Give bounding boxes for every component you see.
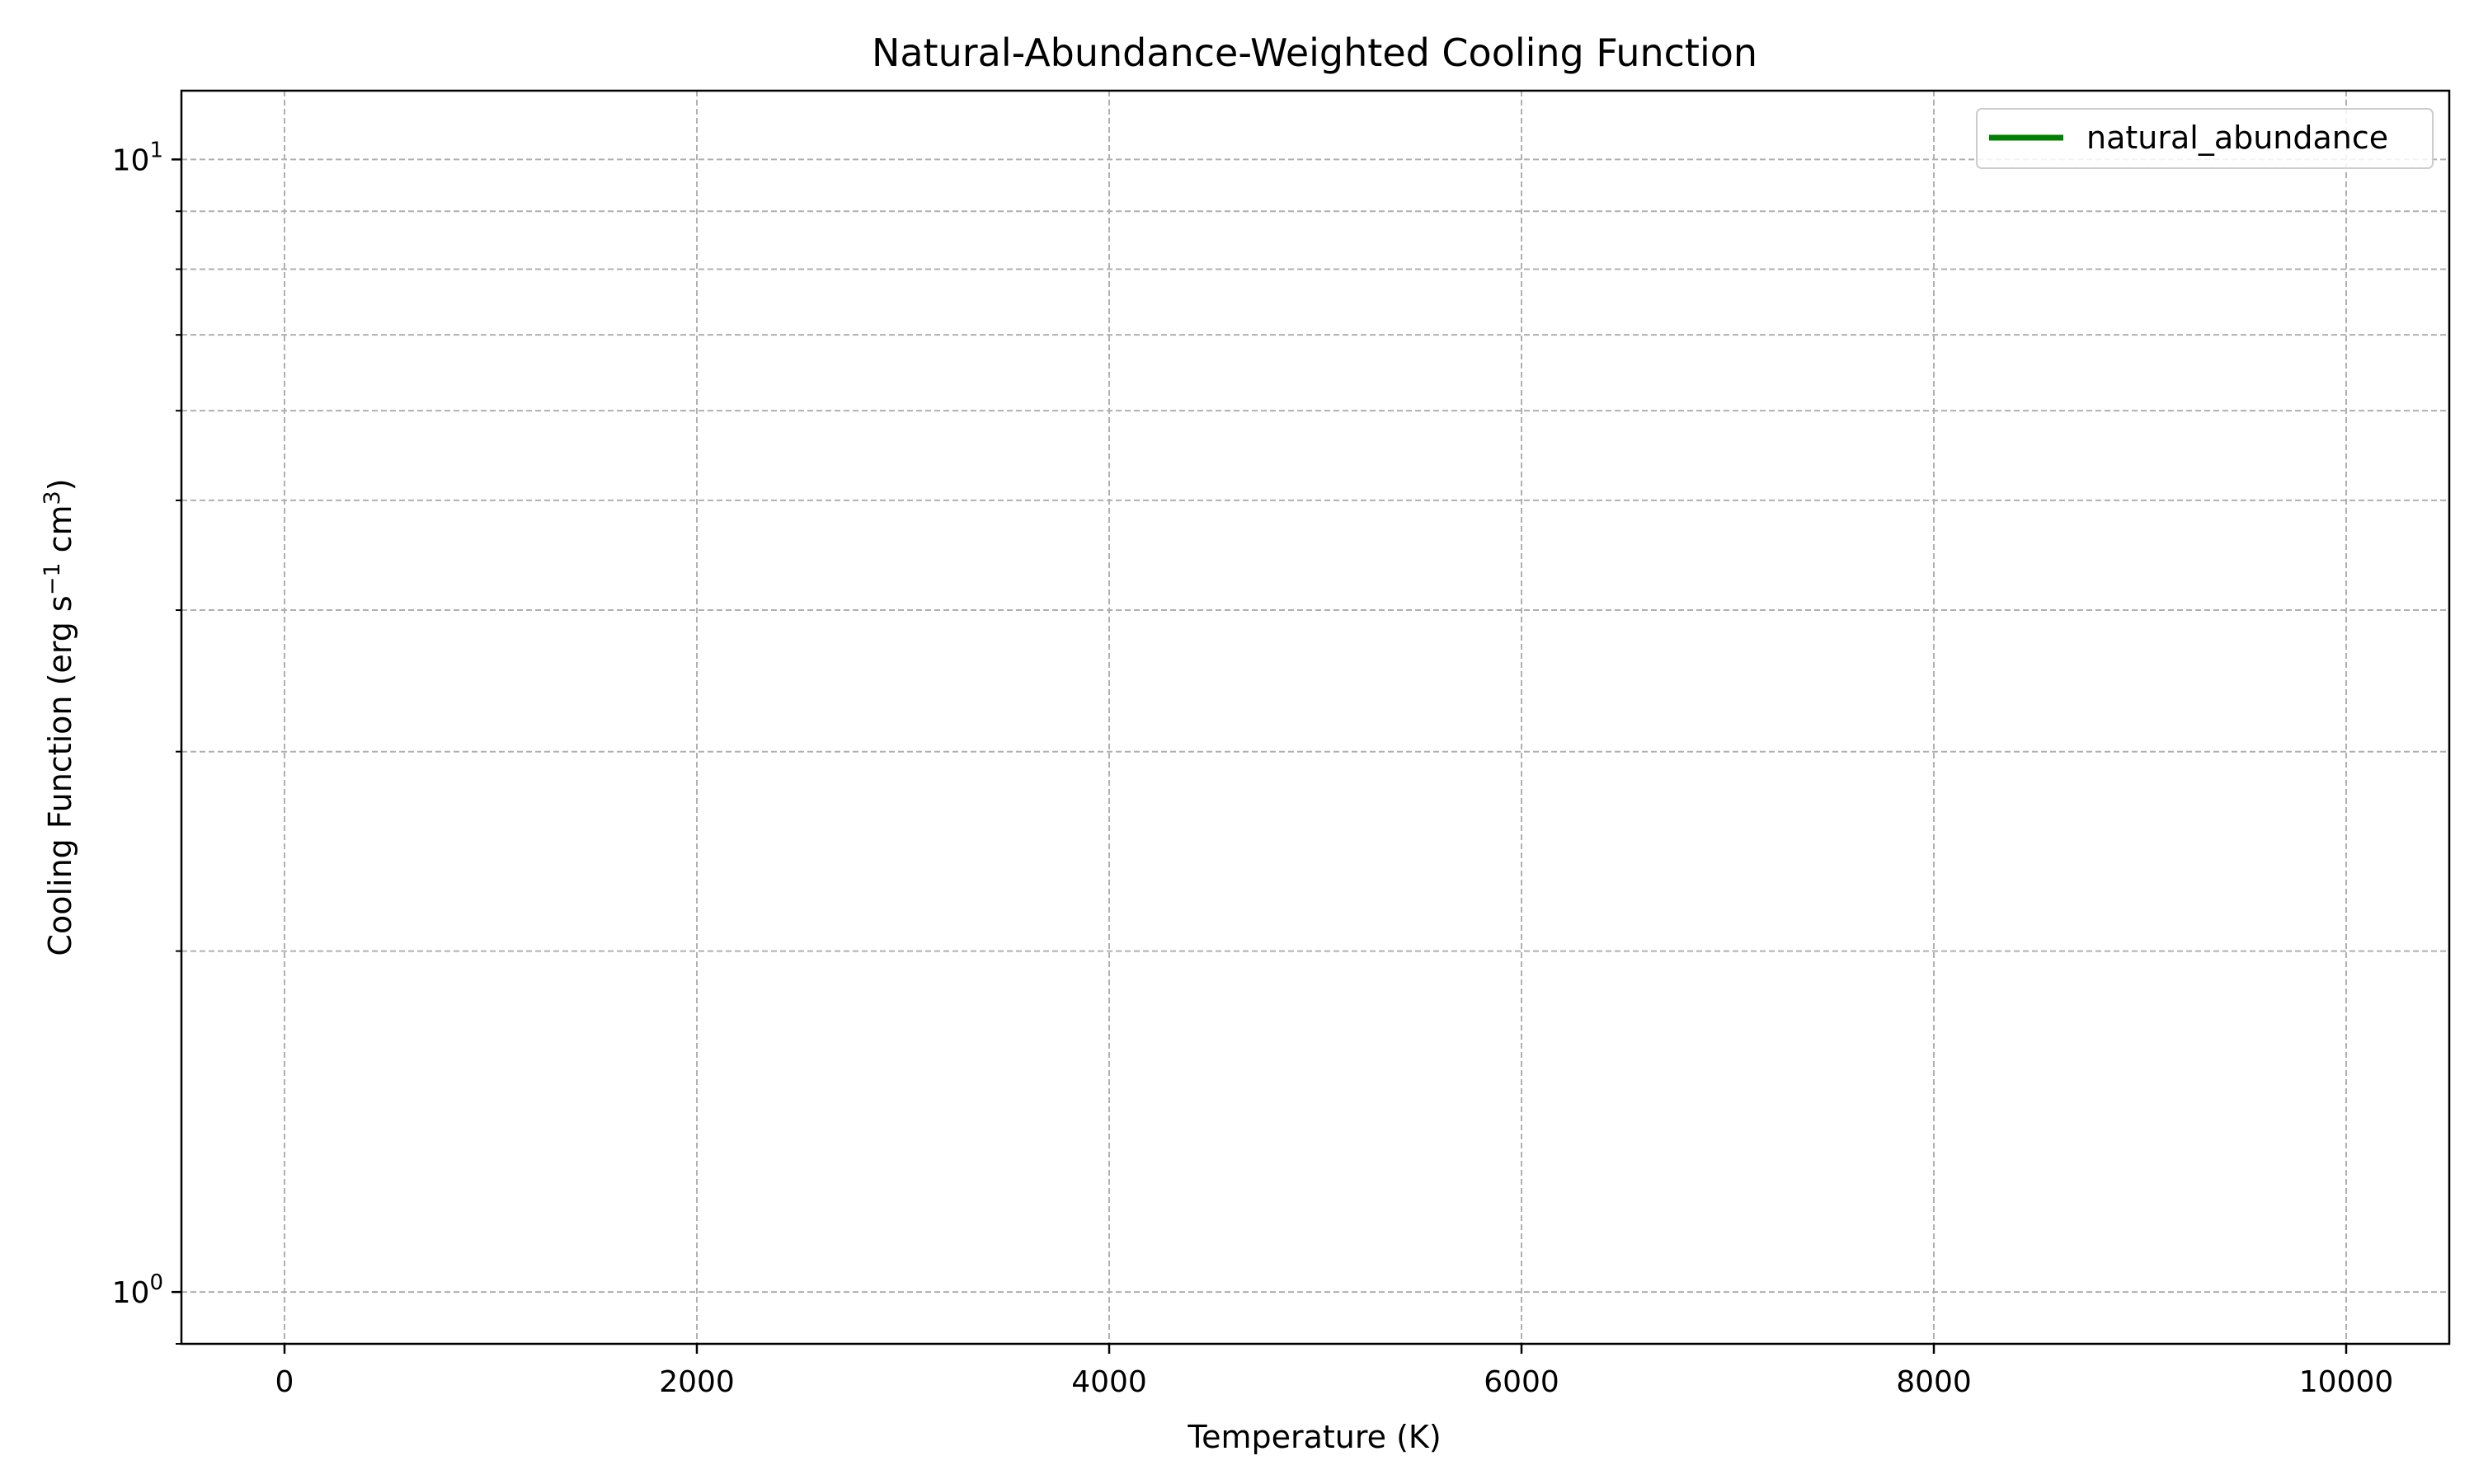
y-tick-label-base: 10 [112, 1276, 150, 1310]
x-tick-label: 8000 [1896, 1365, 1972, 1399]
x-tick-label: 2000 [659, 1365, 735, 1399]
x-tick-label: 10000 [2299, 1365, 2394, 1399]
legend-label-natural-abundance: natural_abundance [2086, 120, 2388, 156]
y-tick-label: 101 [112, 138, 163, 177]
y-axis-label-exp2: 3 [40, 491, 65, 505]
y-axis-label-base: Cooling Function (erg s [42, 595, 78, 956]
y-tick-label-exponent: 1 [149, 138, 163, 162]
y-axis-label: Cooling Function (erg s−1 cm3) [40, 478, 78, 956]
y-tick-label-base: 10 [112, 143, 150, 177]
x-tick-label: 6000 [1484, 1365, 1559, 1399]
y-axis-label-end: ) [42, 478, 78, 491]
x-axis-label: Temperature (K) [1187, 1419, 1441, 1455]
chart-title: Natural-Abundance-Weighted Cooling Funct… [872, 31, 1757, 75]
y-tick-label-exponent: 0 [149, 1270, 163, 1295]
x-tick-label: 4000 [1071, 1365, 1147, 1399]
y-axis-label-exp1: −1 [40, 562, 65, 595]
legend-box [1976, 108, 2434, 169]
y-tick-label: 100 [112, 1270, 163, 1310]
y-axis-label-mid: cm [42, 505, 78, 562]
x-tick-label: 0 [275, 1365, 294, 1399]
legend: natural_abundance [1976, 108, 2434, 169]
plot-area-frame [180, 89, 2451, 1345]
